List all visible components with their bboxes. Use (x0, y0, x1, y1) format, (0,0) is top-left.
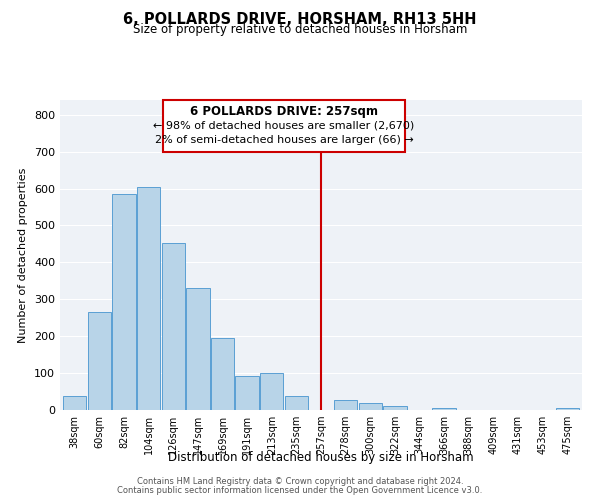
Bar (63, 396, 86, 410)
Y-axis label: Number of detached properties: Number of detached properties (19, 168, 28, 342)
Bar (383, 406, 407, 410)
Bar (284, 396, 308, 410)
Text: Contains HM Land Registry data © Crown copyright and database right 2024.: Contains HM Land Registry data © Crown c… (137, 477, 463, 486)
Bar (433, 408, 456, 410)
Text: 6, POLLARDS DRIVE, HORSHAM, RH13 5HH: 6, POLLARDS DRIVE, HORSHAM, RH13 5HH (123, 12, 477, 28)
Bar (211, 338, 234, 410)
Text: 6 POLLARDS DRIVE: 257sqm: 6 POLLARDS DRIVE: 257sqm (190, 105, 378, 118)
Bar (359, 402, 382, 410)
Bar (235, 376, 259, 410)
Text: Size of property relative to detached houses in Horsham: Size of property relative to detached ho… (133, 22, 467, 36)
Bar (137, 188, 160, 410)
Bar (334, 400, 358, 410)
Bar (161, 243, 185, 410)
Bar (186, 288, 209, 410)
Text: ← 98% of detached houses are smaller (2,670): ← 98% of detached houses are smaller (2,… (154, 121, 415, 131)
Text: Distribution of detached houses by size in Horsham: Distribution of detached houses by size … (168, 451, 474, 464)
Bar (112, 194, 136, 410)
Bar (556, 408, 579, 410)
Bar (88, 312, 111, 410)
FancyBboxPatch shape (163, 100, 405, 152)
Text: 2% of semi-detached houses are larger (66) →: 2% of semi-detached houses are larger (6… (155, 136, 413, 145)
Text: Contains public sector information licensed under the Open Government Licence v3: Contains public sector information licen… (118, 486, 482, 495)
Bar (260, 372, 283, 410)
